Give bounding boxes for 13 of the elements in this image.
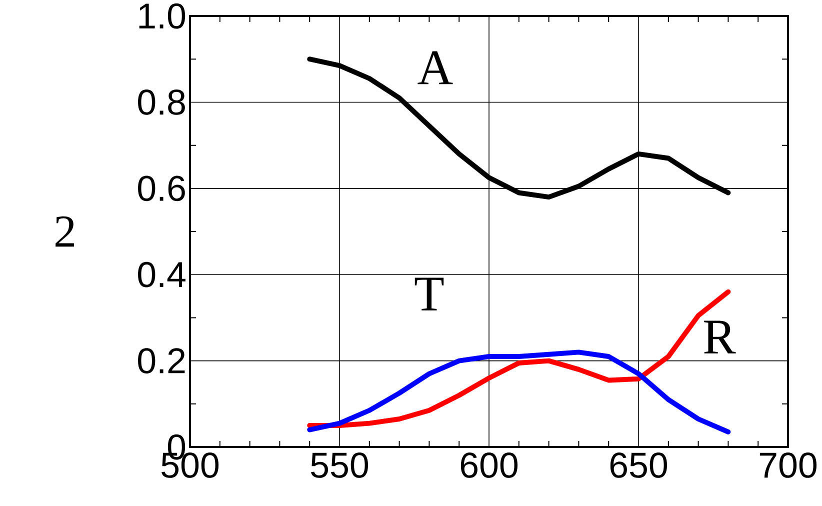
annotation: T [414,278,444,310]
x-tick-label: 550 [311,452,368,478]
y-tick-label: 0.2 [138,348,185,374]
x-tick-label: 600 [460,452,518,478]
y-tick-label: 0.8 [138,90,185,115]
y-tick-label: 0.4 [138,262,186,288]
x-tick-label: 700 [760,452,817,478]
annotation: R [704,320,736,354]
annotation: A [418,51,453,84]
y-tick-label: 0.6 [138,176,185,202]
x-tick-label: 650 [610,452,668,478]
y-tick-label: 1.0 [139,3,186,29]
y-axis-title: 2 [56,216,74,247]
